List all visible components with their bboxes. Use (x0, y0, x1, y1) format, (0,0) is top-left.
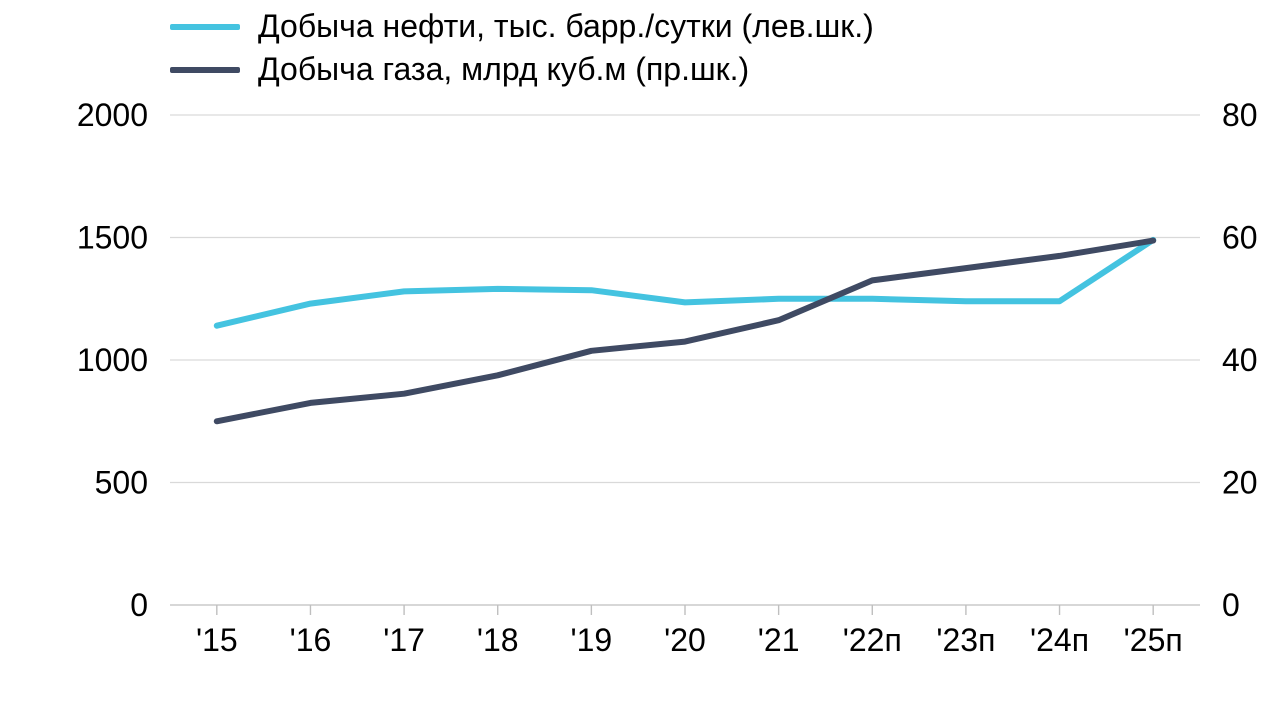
y-right-tick-label: 40 (1222, 342, 1258, 378)
x-tick-label: '23п (936, 622, 995, 658)
y-left-tick-label: 0 (130, 587, 148, 623)
series-line-oil (217, 240, 1153, 326)
y-right-tick-label: 20 (1222, 465, 1258, 501)
x-tick-label: '24п (1030, 622, 1089, 658)
x-tick-label: '22п (843, 622, 902, 658)
y-left-tick-label: 1500 (77, 220, 148, 256)
chart-svg: 0 500 1000 1500 2000 0 20 40 60 80 '15 '16 '17 '18 '19… (0, 0, 1280, 704)
x-tick-label: '15 (196, 622, 238, 658)
x-tick-label: '21 (758, 622, 800, 658)
series-line-gas (217, 241, 1153, 422)
y-right-tick-label: 80 (1222, 97, 1258, 133)
x-tick-label: '20 (664, 622, 706, 658)
x-tick-label: '18 (477, 622, 519, 658)
y-left-tick-label: 2000 (77, 97, 148, 133)
x-tick-label: '19 (571, 622, 613, 658)
y-right-tick-label: 60 (1222, 220, 1258, 256)
y-left-tick-label: 500 (95, 465, 148, 501)
chart-container: Добыча нефти, тыс. барр./сутки (лев.шк.)… (0, 0, 1280, 704)
x-tick-label: '25п (1124, 622, 1183, 658)
x-tick-label: '17 (383, 622, 425, 658)
y-right-tick-label: 0 (1222, 587, 1240, 623)
x-tick-label: '16 (290, 622, 332, 658)
y-left-tick-label: 1000 (77, 342, 148, 378)
